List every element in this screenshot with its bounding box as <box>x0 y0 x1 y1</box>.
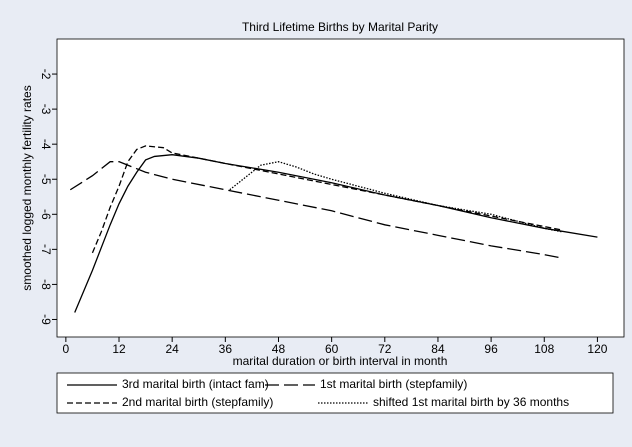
x-tick-label: 72 <box>378 342 392 356</box>
y-tick-label: -2 <box>39 69 53 80</box>
x-tick-label: 36 <box>219 342 233 356</box>
series-line <box>69 161 563 259</box>
y-tick-label: -7 <box>39 244 53 255</box>
legend-label: 1st marital birth (stepfamily) <box>320 377 467 391</box>
x-tick-label: 84 <box>431 342 445 356</box>
x-tick-label: 48 <box>272 342 286 356</box>
x-tick-label: 0 <box>63 342 70 356</box>
y-tick-label: -9 <box>39 314 53 325</box>
x-tick-label: 60 <box>325 342 339 356</box>
x-axis-label: marital duration or birth interval in mo… <box>233 354 448 368</box>
legend <box>56 372 614 414</box>
y-tick-label: -5 <box>39 174 53 185</box>
y-tick-label: -3 <box>39 104 53 115</box>
legend-label: 3rd marital birth (intact fam) <box>122 377 269 391</box>
y-tick-label: -8 <box>39 279 53 290</box>
x-tick-label: 108 <box>534 342 554 356</box>
y-tick-label: -6 <box>39 209 53 220</box>
x-tick-label: 120 <box>587 342 607 356</box>
series-line <box>91 145 563 254</box>
plot-area <box>56 38 625 338</box>
y-axis-label: smoothed logged monthly fertility rates <box>20 85 34 290</box>
legend-label: 2nd marital birth (stepfamily) <box>122 395 273 409</box>
legend-label: shifted 1st marital birth by 36 months <box>373 395 569 409</box>
x-tick-label: 96 <box>484 342 498 356</box>
x-tick-label: 12 <box>112 342 126 356</box>
series-line <box>229 161 563 233</box>
x-tick-label: 24 <box>165 342 179 356</box>
chart-title: Third Lifetime Births by Marital Parity <box>242 20 438 34</box>
y-tick-label: -4 <box>39 139 53 150</box>
